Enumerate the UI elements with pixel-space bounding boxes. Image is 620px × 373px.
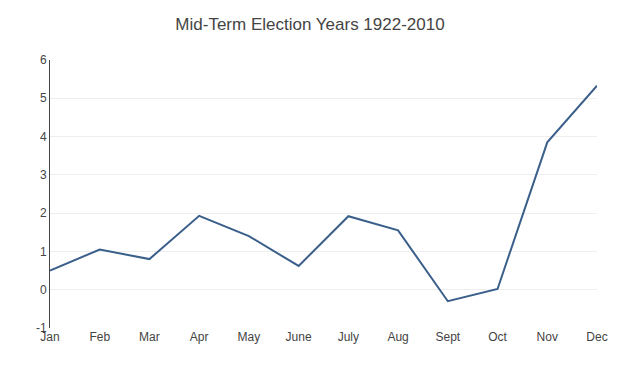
- svg-text:Mar: Mar: [139, 330, 160, 344]
- svg-text:Oct: Oct: [488, 330, 507, 344]
- svg-text:3: 3: [40, 168, 47, 182]
- svg-text:1: 1: [40, 245, 47, 259]
- svg-text:Dec: Dec: [586, 330, 607, 344]
- svg-text:Feb: Feb: [89, 330, 110, 344]
- svg-text:Jan: Jan: [40, 330, 59, 344]
- svg-text:Mid-Term Election Years 1922-2: Mid-Term Election Years 1922-2010: [175, 15, 444, 34]
- svg-text:Apr: Apr: [190, 330, 209, 344]
- svg-text:Sept: Sept: [435, 330, 460, 344]
- svg-text:-1: -1: [36, 321, 47, 335]
- svg-text:0: 0: [40, 283, 47, 297]
- svg-text:4: 4: [40, 130, 47, 144]
- svg-text:2: 2: [40, 206, 47, 220]
- svg-text:July: July: [338, 330, 359, 344]
- svg-text:6: 6: [40, 53, 47, 67]
- svg-text:Aug: Aug: [387, 330, 408, 344]
- svg-text:Nov: Nov: [537, 330, 558, 344]
- svg-text:June: June: [286, 330, 312, 344]
- svg-text:5: 5: [40, 91, 47, 105]
- svg-text:May: May: [238, 330, 261, 344]
